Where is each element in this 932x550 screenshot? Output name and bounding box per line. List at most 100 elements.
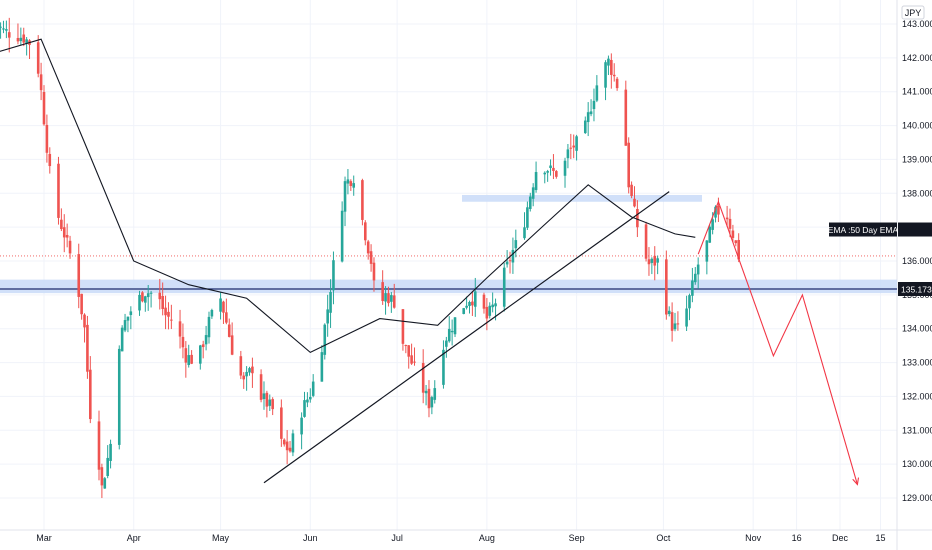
candle-body [630, 184, 633, 196]
candle-body [199, 345, 202, 364]
candle-body [280, 407, 283, 439]
candle-body [271, 399, 274, 410]
candle-body [485, 306, 489, 319]
candle-body [227, 324, 231, 337]
candle-body [523, 227, 526, 239]
candle-body [190, 354, 193, 364]
candle-body [427, 388, 431, 409]
time-axis[interactable]: Mar Apr May Jun Jul Aug Sep Oct Nov 16 Dec 15 [36, 533, 885, 543]
candle-body [144, 296, 147, 303]
price-tick-label: 132.000 [902, 391, 932, 401]
candle-body [45, 124, 49, 153]
candle-body [7, 32, 11, 38]
candle-body [187, 355, 191, 365]
candle-body [109, 443, 112, 461]
candle-body [693, 273, 697, 283]
candle-body [146, 293, 150, 298]
candle-body [0, 26, 2, 28]
time-tick-label: Sep [569, 533, 585, 543]
candle-body [326, 309, 329, 324]
candle-body [691, 280, 694, 296]
candle-body [566, 149, 570, 159]
candle-body [161, 295, 164, 310]
projection-zigzag[interactable] [697, 200, 858, 485]
candle-body [421, 363, 425, 393]
candle-body [514, 240, 518, 249]
candle-body [711, 219, 714, 230]
time-tick-label: Aug [479, 533, 495, 543]
candle-body [120, 327, 124, 352]
candle-body [332, 260, 335, 291]
candle-body [381, 282, 384, 302]
time-tick-label: Dec [832, 533, 849, 543]
ema-label-text: EMA :50 Day EMA [828, 225, 899, 235]
price-tick-label: 142.000 [902, 53, 932, 63]
candle-body [245, 371, 248, 377]
candle-body [22, 34, 26, 43]
candle-body [141, 292, 144, 302]
candle-body [731, 230, 735, 238]
candle-body [5, 29, 8, 31]
candle-body [184, 348, 188, 363]
candle-body [468, 301, 471, 306]
candle-body [615, 78, 619, 89]
candle-body [392, 295, 396, 308]
candle-body [589, 111, 593, 115]
candle-body [170, 319, 173, 321]
candle-body [482, 294, 486, 309]
candle-body [607, 58, 610, 66]
candle-body [167, 311, 170, 317]
candle-body [636, 209, 639, 228]
candle-body [103, 478, 107, 489]
candle-body [387, 293, 390, 304]
candle-body [300, 417, 303, 435]
time-tick-label: 15 [876, 533, 886, 543]
candle-body [239, 356, 243, 376]
candle-body [303, 400, 306, 417]
candle-body [181, 336, 185, 348]
time-tick-label: Apr [127, 533, 141, 543]
price-tick-label: 136.000 [902, 256, 932, 266]
candle-body [555, 171, 558, 177]
candle-body [42, 92, 46, 125]
candle-body [138, 294, 141, 311]
price-tick-label: 130.000 [902, 459, 932, 469]
candle-body [572, 145, 576, 148]
candle-body [48, 153, 52, 167]
candle-body [656, 258, 659, 263]
candle-body [705, 240, 709, 262]
candle-body [149, 292, 153, 294]
candle-body [563, 160, 567, 176]
candle-body [526, 207, 529, 228]
candle-body [340, 210, 344, 262]
price-tick-label: 131.000 [902, 425, 932, 435]
candle-body [363, 222, 367, 241]
candle-body [502, 267, 506, 307]
candle-body [60, 219, 63, 230]
candles-layer [0, 17, 740, 499]
trendline-layer[interactable] [263, 191, 670, 484]
projection-path[interactable] [697, 200, 860, 486]
candle-body [83, 314, 86, 328]
candle-body [68, 240, 72, 254]
candle-body [311, 381, 315, 396]
candle-body [242, 375, 246, 380]
candle-body [89, 369, 92, 420]
candle-body [219, 298, 222, 312]
support-zone [0, 279, 897, 294]
candle-body [670, 312, 674, 331]
candle-body [225, 312, 228, 323]
candle-body [665, 259, 668, 315]
price-axis[interactable]: 129.000 130.000 131.000 132.000 133.000 134.0… [902, 19, 932, 503]
ema-line [0, 38, 696, 354]
candle-body [624, 89, 628, 146]
candle-body [210, 310, 214, 317]
candle-body [39, 74, 43, 91]
candle-body [2, 28, 5, 30]
candle-body [201, 344, 205, 348]
candle-body [737, 239, 740, 260]
candle-body [230, 335, 234, 355]
candle-body [259, 374, 263, 400]
ascending-trendline[interactable] [263, 191, 670, 484]
